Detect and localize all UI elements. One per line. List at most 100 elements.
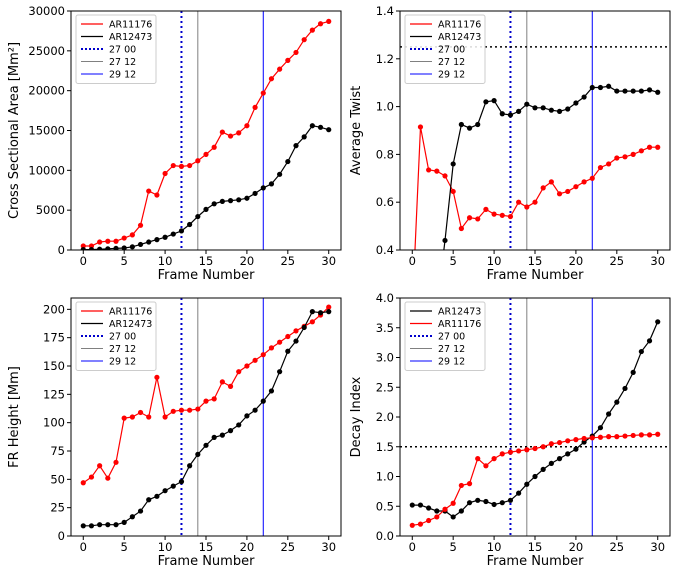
- data-point-ar11176: [614, 434, 620, 440]
- data-point-ar12473: [146, 239, 152, 245]
- data-point-ar12473: [154, 493, 160, 499]
- data-point-ar12473: [606, 411, 612, 417]
- data-point-ar11176: [129, 232, 135, 238]
- data-point-ar12473: [589, 84, 595, 91]
- x-tick-label: 5: [121, 540, 128, 554]
- chart-panel-1: 0 5 10 15 20 25 30 0 5000 10000 15000 20000 25000 300…: [7, 4, 342, 283]
- data-point-ar11176: [450, 500, 456, 506]
- y-axis-label: Average Twist: [349, 86, 364, 175]
- data-point-ar11176: [88, 243, 95, 249]
- legend-label: 29 12: [109, 70, 136, 81]
- legend-label: 29 12: [438, 70, 465, 81]
- data-point-ar12473: [129, 514, 135, 520]
- data-point-ar11176: [646, 144, 653, 150]
- legend-label: AR12473: [109, 319, 152, 330]
- data-point-ar12473: [80, 523, 86, 529]
- data-point-ar12473: [491, 98, 497, 104]
- x-tick-label: 0: [409, 540, 416, 554]
- data-point-ar12473: [244, 413, 250, 419]
- x-axis-label: Frame Number: [158, 554, 256, 569]
- data-point-ar11176: [309, 319, 315, 325]
- legend-label: 29 12: [438, 357, 465, 368]
- data-point-ar12473: [187, 463, 193, 469]
- data-point-ar11176: [146, 188, 152, 194]
- data-point-ar12473: [121, 519, 127, 526]
- data-point-ar12473: [293, 143, 299, 149]
- data-point-ar12473: [450, 514, 456, 520]
- data-point-ar11176: [285, 333, 291, 340]
- data-point-ar12473: [252, 407, 258, 413]
- data-point-ar11176: [426, 517, 432, 524]
- data-point-ar12473: [532, 105, 538, 111]
- data-point-ar11176: [548, 441, 554, 447]
- y-tick-label: 25000: [28, 44, 65, 58]
- data-point-ar11176: [80, 480, 86, 486]
- x-tick-label: 0: [80, 254, 87, 268]
- data-point-ar12473: [260, 398, 266, 404]
- data-point-ar11176: [178, 407, 185, 413]
- data-point-ar12473: [622, 385, 628, 392]
- data-point-ar12473: [614, 399, 620, 405]
- data-point-ar12473: [285, 158, 291, 165]
- data-point-ar11176: [301, 37, 307, 43]
- legend-label: 27 00: [438, 45, 465, 56]
- data-point-ar11176: [475, 456, 481, 462]
- y-tick-label: 0.4: [376, 243, 394, 257]
- data-point-ar12473: [630, 88, 636, 94]
- data-point-ar12473: [260, 185, 266, 191]
- x-tick-label: 30: [321, 254, 336, 268]
- y-axis-label: Decay Index: [349, 376, 364, 457]
- data-point-ar11176: [129, 414, 135, 420]
- data-point-ar11176: [277, 339, 283, 345]
- data-point-ar12473: [548, 107, 554, 113]
- data-point-ar11176: [499, 451, 505, 457]
- data-point-ar11176: [195, 158, 201, 164]
- x-tick-label: 20: [240, 254, 255, 268]
- data-point-ar12473: [655, 89, 661, 95]
- y-tick-label: 30000: [28, 4, 65, 18]
- data-point-ar11176: [178, 163, 185, 169]
- data-point-ar11176: [113, 459, 119, 465]
- data-point-ar11176: [211, 144, 217, 150]
- data-point-ar12473: [499, 500, 505, 506]
- x-axis-label: Frame Number: [158, 268, 256, 283]
- data-point-ar11176: [417, 521, 424, 527]
- y-tick-label: 2.5: [376, 380, 394, 394]
- data-point-ar11176: [532, 199, 538, 205]
- data-point-ar12473: [548, 460, 554, 467]
- x-tick-label: 15: [528, 540, 543, 554]
- data-point-ar11176: [466, 481, 473, 487]
- legend-label: AR11176: [109, 307, 152, 318]
- data-point-ar11176: [162, 170, 168, 177]
- data-point-ar11176: [630, 151, 636, 157]
- legend-box: [75, 14, 157, 84]
- data-point-ar12473: [121, 245, 127, 250]
- y-tick-label: 0.8: [376, 147, 394, 161]
- data-point-ar12473: [556, 108, 563, 114]
- data-point-ar11176: [548, 179, 554, 185]
- legend-label: 27 12: [109, 57, 136, 68]
- data-point-ar11176: [573, 184, 579, 190]
- data-point-ar12473: [638, 348, 644, 355]
- data-point-ar11176: [137, 409, 144, 416]
- x-tick-label: 20: [240, 540, 255, 554]
- data-point-ar12473: [458, 121, 464, 128]
- chart-panel-2: 0 5 10 15 20 25 30 0.4 0.6 0.8 1.0 1.2 1.4 Frame Numb…: [349, 4, 671, 283]
- x-tick-label: 15: [528, 254, 543, 268]
- data-point-ar11176: [491, 456, 497, 462]
- data-point-ar12473: [211, 434, 217, 440]
- data-point-ar11176: [309, 27, 315, 33]
- data-point-ar11176: [277, 66, 283, 72]
- data-point-ar11176: [293, 49, 299, 56]
- legend-label: 27 00: [109, 332, 136, 343]
- data-point-ar11176: [565, 438, 571, 444]
- data-point-ar12473: [236, 422, 242, 428]
- data-point-ar11176: [137, 222, 144, 228]
- data-point-ar12473: [203, 442, 209, 448]
- data-point-ar11176: [442, 173, 448, 179]
- legend-box: [75, 301, 157, 371]
- data-point-ar11176: [556, 191, 563, 197]
- data-point-ar11176: [524, 447, 530, 453]
- series-ar12473: [80, 123, 332, 250]
